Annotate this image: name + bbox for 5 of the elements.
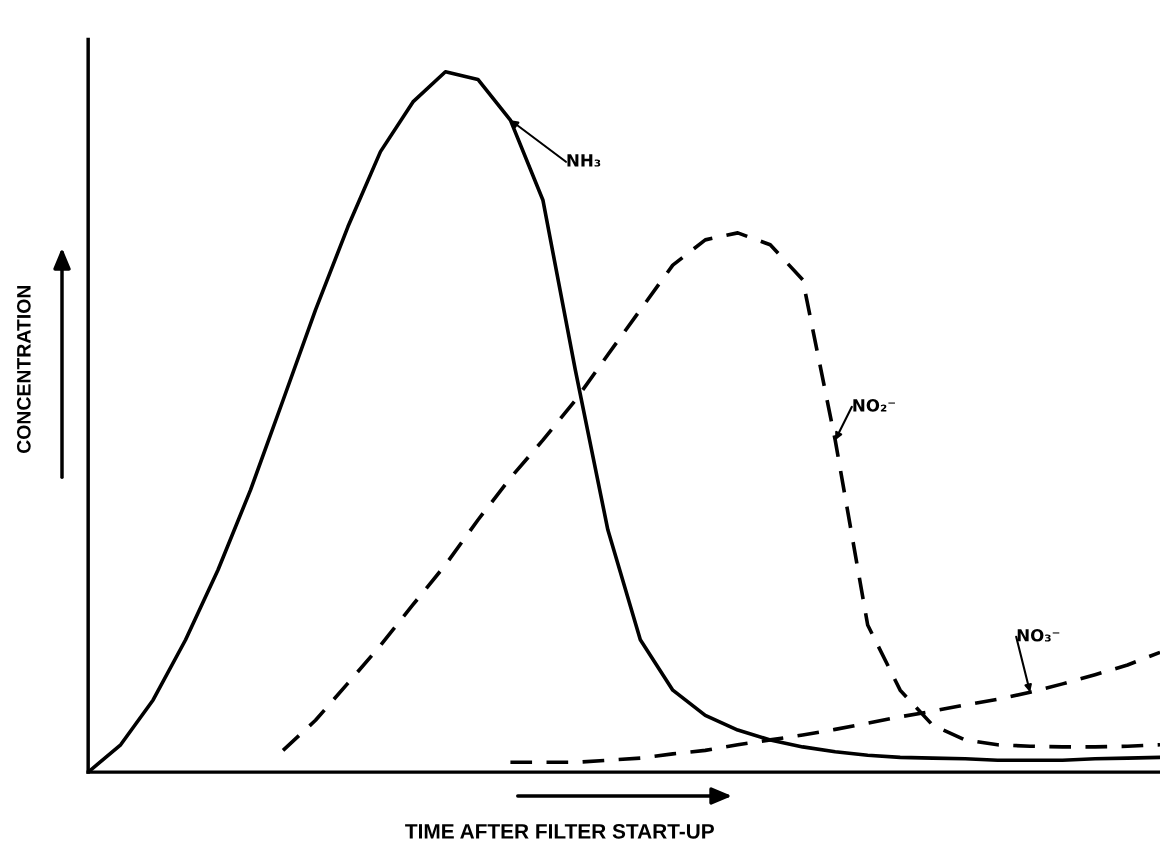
y-axis-title: CONCENTRATION xyxy=(16,285,31,454)
text: NO₃⁻ xyxy=(1017,628,1060,642)
series-label: NO₂⁻ xyxy=(853,399,895,412)
text: NH₃ xyxy=(567,154,601,167)
x-axis-title: TIME AFTER FILTER START-UP xyxy=(405,823,714,839)
